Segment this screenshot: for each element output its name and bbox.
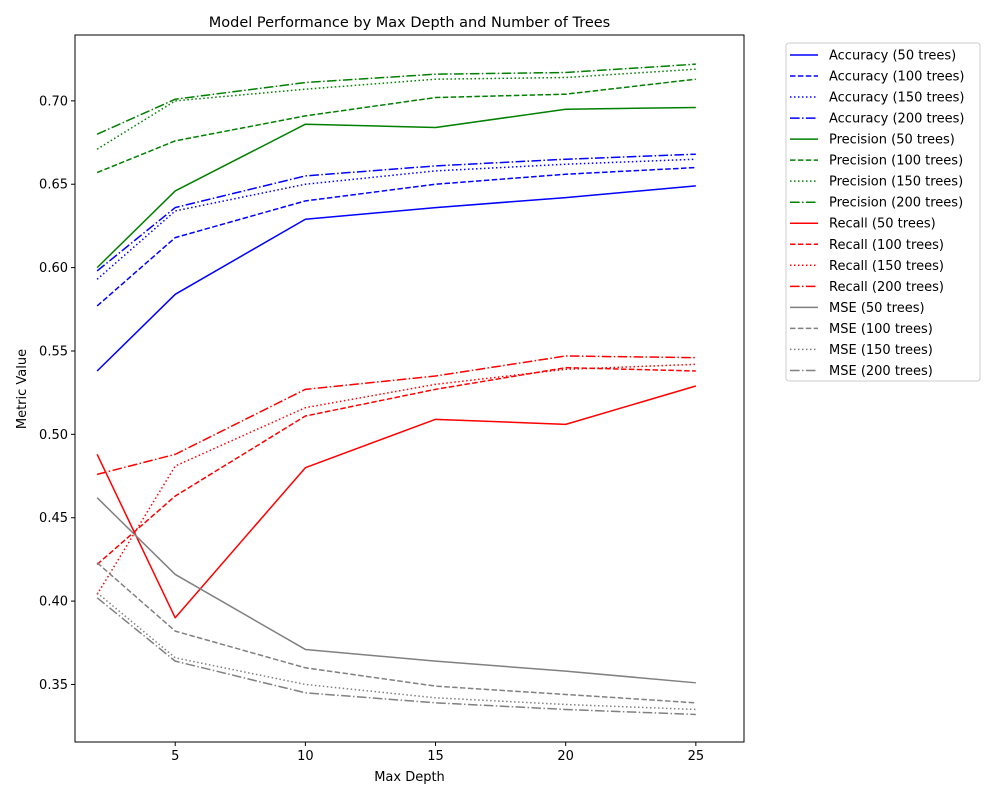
y-tick-label: 0.60: [39, 261, 68, 276]
legend-label: MSE (100 trees): [829, 322, 933, 337]
x-axis-label: Max Depth: [374, 770, 445, 785]
legend-label: Recall (100 trees): [829, 238, 944, 253]
legend: Accuracy (50 trees) Accuracy (100 trees) A…: [785, 42, 981, 382]
series-line: [96, 562, 696, 704]
legend-label: Accuracy (150 trees): [829, 91, 965, 106]
series-line: [96, 78, 696, 174]
x-tick-label: 25: [688, 749, 705, 764]
series-line: [96, 355, 696, 476]
legend-label: Precision (50 trees): [829, 133, 955, 148]
legend-label: Recall (50 trees): [829, 217, 936, 232]
legend-label: Precision (150 trees): [829, 175, 963, 190]
series-line: [96, 185, 696, 372]
series-line: [96, 497, 696, 684]
y-tick-label: 0.55: [39, 344, 68, 359]
x-tick-label: 20: [557, 749, 574, 764]
series-line: [96, 597, 696, 716]
legend-label: Precision (100 trees): [829, 154, 963, 169]
legend-label: Accuracy (50 trees): [829, 49, 956, 64]
legend-label: Recall (200 trees): [829, 280, 944, 295]
y-axis: 0.35 0.40 0.45 0.50 0.55 0.60 0.65 0.70: [39, 94, 75, 693]
legend-box: [785, 42, 981, 382]
series-line: [96, 363, 696, 595]
x-tick-label: 15: [427, 749, 444, 764]
chart-title: Model Performance by Max Depth and Numbe…: [209, 15, 611, 31]
legend-label: MSE (50 trees): [829, 301, 925, 316]
series-line: [96, 158, 696, 280]
series-line: [96, 106, 696, 269]
legend-label: MSE (150 trees): [829, 343, 933, 358]
legend-label: Accuracy (100 trees): [829, 70, 965, 85]
legend-label: MSE (200 trees): [829, 364, 933, 379]
x-tick-label: 5: [171, 749, 179, 764]
series-line: [96, 592, 696, 711]
y-tick-label: 0.45: [39, 511, 68, 526]
series-layer: [96, 63, 697, 716]
legend-label: Recall (150 trees): [829, 259, 944, 274]
y-tick-label: 0.65: [39, 178, 68, 193]
y-tick-label: 0.40: [39, 595, 68, 610]
x-axis: 5 10 15 20 25: [171, 742, 704, 764]
series-line: [96, 166, 696, 307]
series-line: [96, 153, 696, 272]
series-line: [96, 63, 696, 135]
y-tick-label: 0.35: [39, 678, 68, 693]
x-tick-label: 10: [297, 749, 314, 764]
y-tick-label: 0.50: [39, 428, 68, 443]
plot-area: [74, 34, 745, 743]
series-line: [96, 68, 696, 150]
y-tick-label: 0.70: [39, 94, 68, 109]
series-line: [96, 385, 697, 619]
legend-label: Precision (200 trees): [829, 196, 963, 211]
legend-label: Accuracy (200 trees): [829, 112, 965, 127]
y-axis-label: Metric Value: [15, 349, 30, 429]
series-line: [96, 366, 696, 565]
